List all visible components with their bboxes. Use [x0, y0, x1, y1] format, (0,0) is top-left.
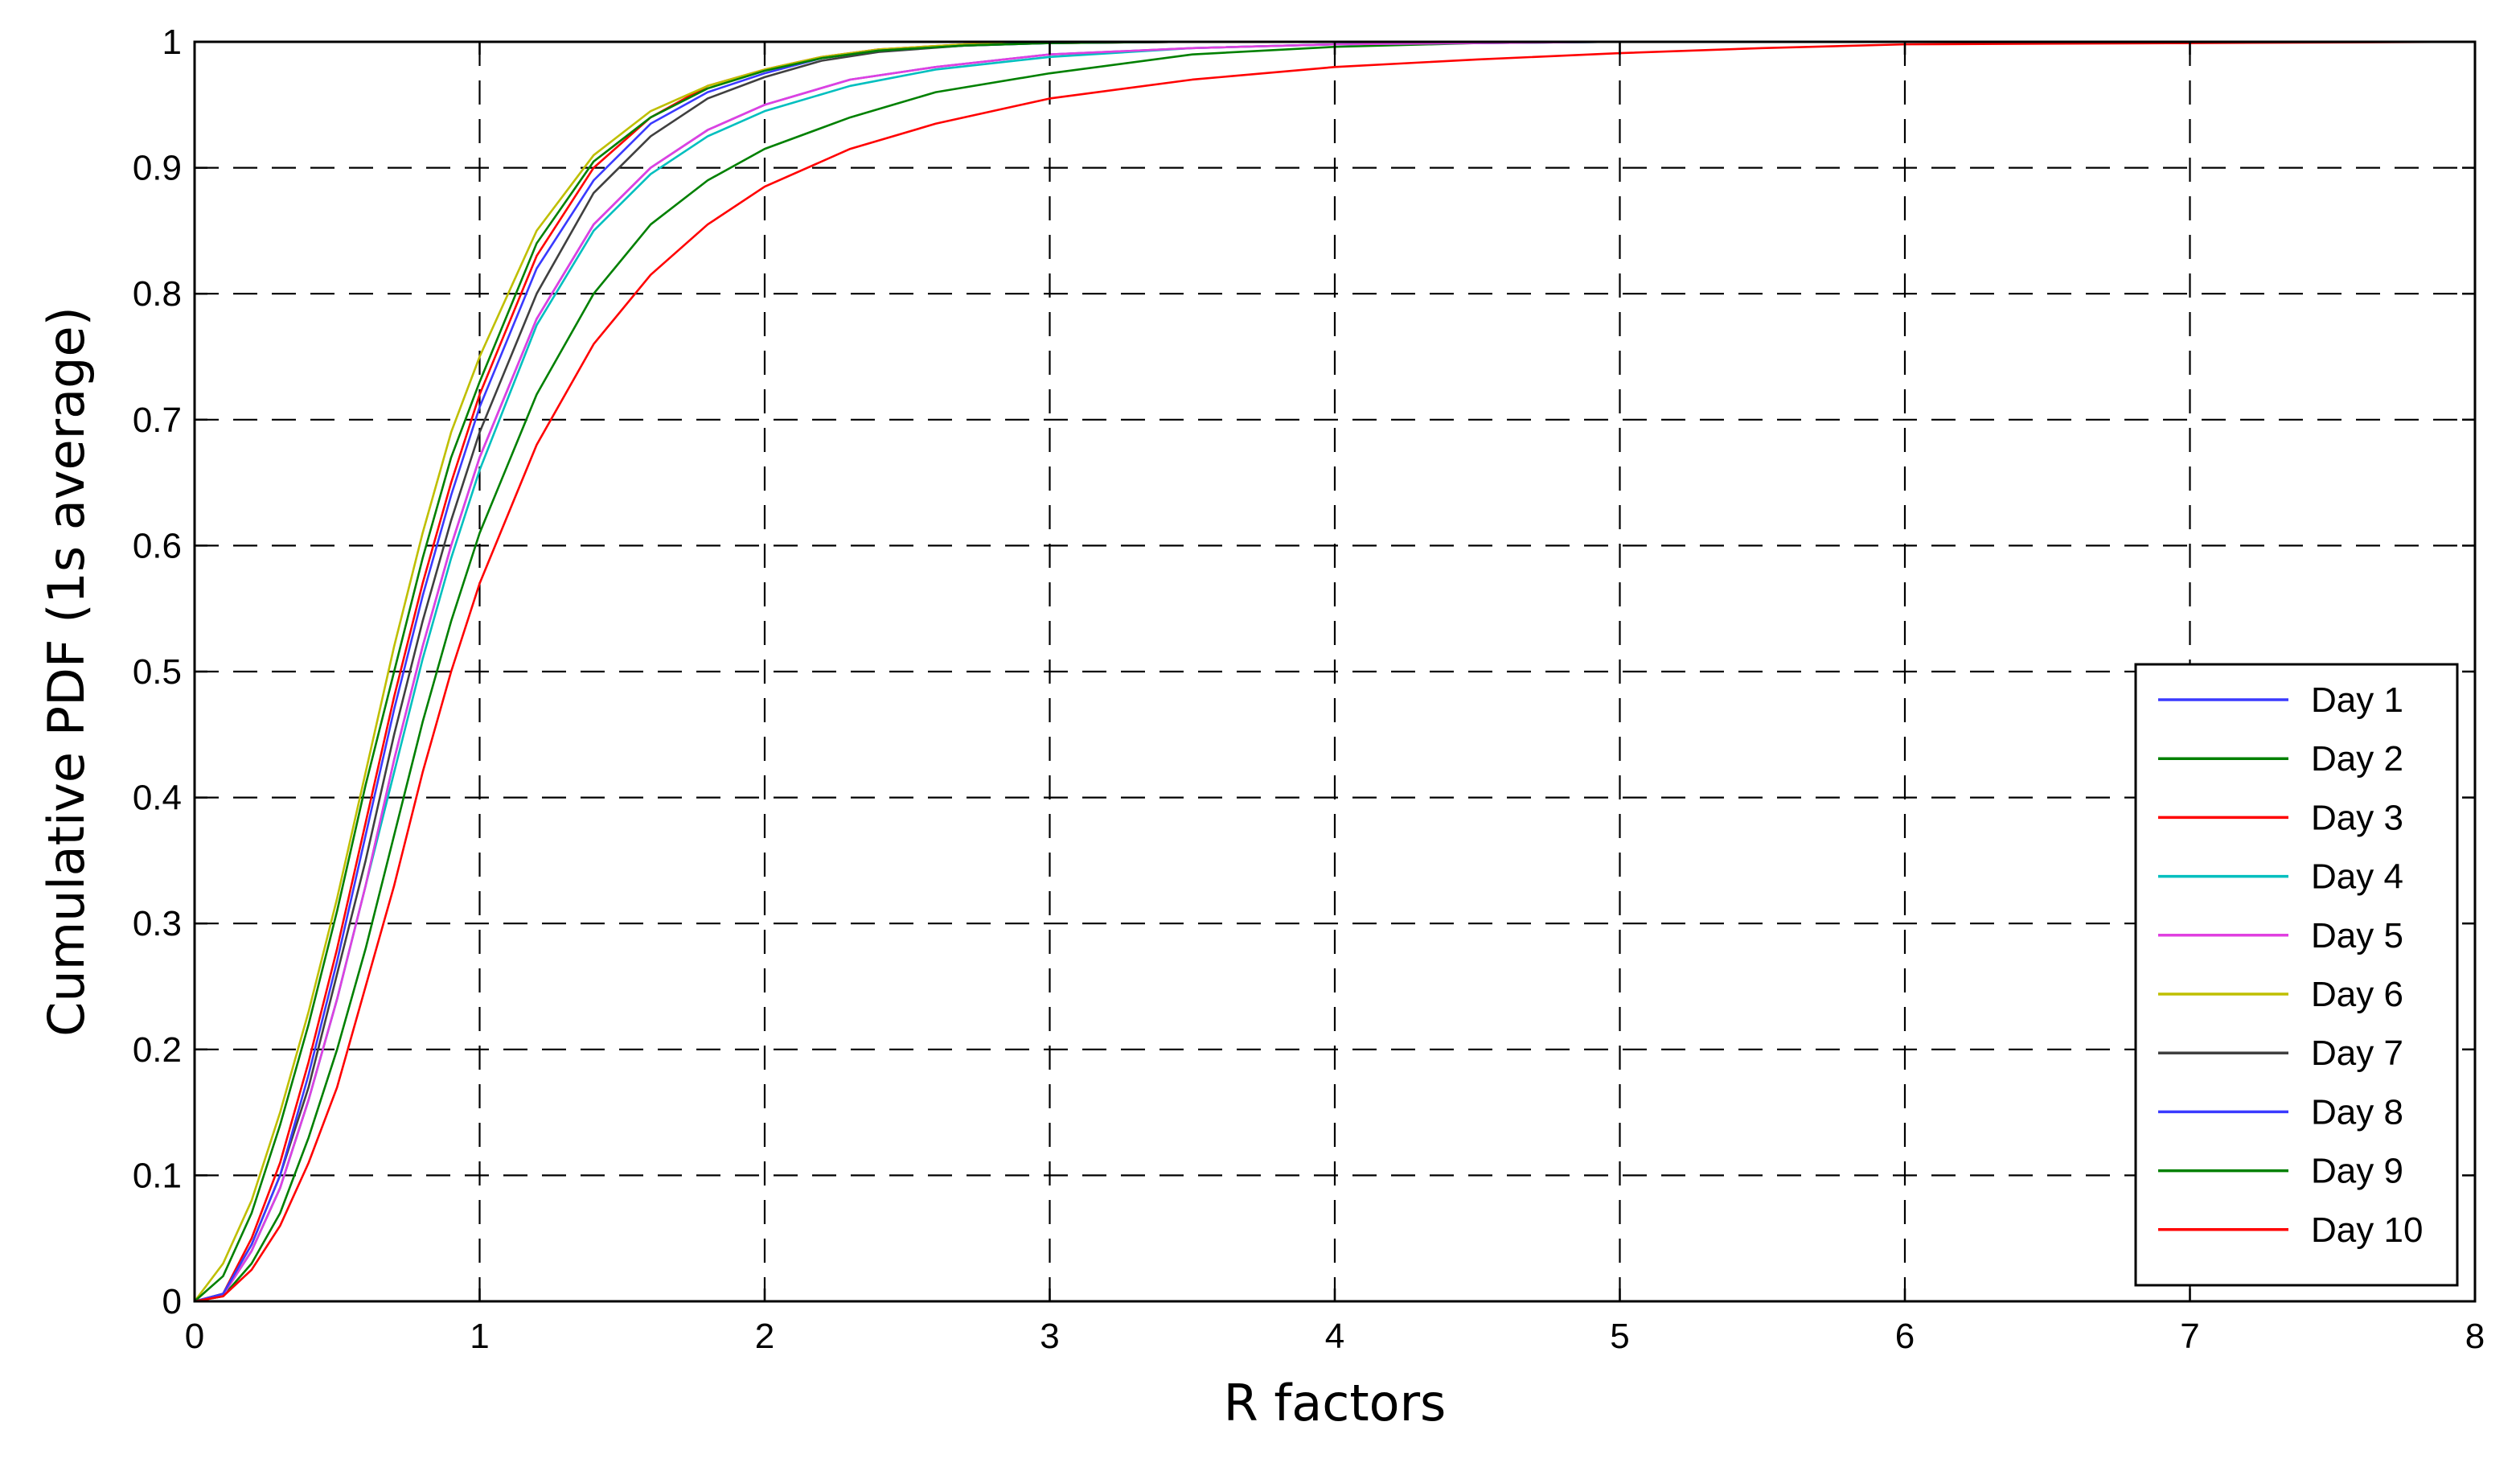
- tick-marks: [193, 40, 2477, 1303]
- grid: [195, 42, 2475, 1301]
- y-tick-label: 0: [162, 1282, 182, 1321]
- series-line-day-10: [194, 40, 2476, 1303]
- x-tick-label: 6: [1895, 1317, 1915, 1356]
- legend-box: [2134, 663, 2459, 1287]
- x-tick-label: 3: [1040, 1317, 1059, 1356]
- legend: Day 1 Day 2 Day 3 Day 4 Day 5 Day 6 Day 7 Day 8…: [2134, 663, 2459, 1287]
- legend-label: Day 9: [2311, 1152, 2403, 1191]
- y-tick-label: 0.3: [133, 904, 182, 943]
- y-tick-label: 0.8: [133, 274, 182, 314]
- legend-label: Day 4: [2311, 857, 2403, 897]
- legend-label: Day 5: [2311, 916, 2403, 955]
- x-tick-label: 1: [470, 1317, 489, 1356]
- legend-entries: Day 1 Day 2 Day 3 Day 4 Day 5 Day 6 Day 7 Day 8…: [2158, 680, 2423, 1250]
- y-tick-labels: 0 0.1 0.2 0.3 0.4 0.5 0.6 0.7 0.8 0.9 1: [133, 23, 182, 1321]
- legend-label: Day 2: [2311, 739, 2403, 779]
- series-line-day-5: [194, 40, 2475, 1303]
- legend-label: Day 6: [2311, 975, 2403, 1014]
- y-tick-label: 0.5: [133, 652, 182, 692]
- x-tick-labels: 0 1 2 3 4 5 6 7 8: [185, 1317, 2485, 1356]
- x-tick-label: 0: [185, 1317, 204, 1356]
- x-tick-label: 2: [755, 1317, 774, 1356]
- x-axis-title: R factors: [1224, 1374, 1447, 1432]
- legend-label: Day 3: [2311, 798, 2403, 837]
- y-tick-label: 0.2: [133, 1030, 182, 1070]
- x-tick-label: 7: [2180, 1317, 2199, 1356]
- x-tick-label: 8: [2465, 1317, 2485, 1356]
- y-tick-label: 1: [162, 23, 182, 62]
- y-tick-label: 0.4: [133, 779, 182, 818]
- legend-label: Day 10: [2311, 1210, 2423, 1250]
- y-tick-label: 0.7: [133, 401, 182, 440]
- legend-label: Day 7: [2311, 1033, 2403, 1073]
- x-tick-label: 5: [1610, 1317, 1629, 1356]
- y-tick-label: 0.1: [133, 1156, 182, 1195]
- y-axis-title: Cumulative PDF (1s average): [37, 306, 96, 1037]
- legend-label: Day 8: [2311, 1092, 2403, 1132]
- y-tick-label: 0.6: [133, 526, 182, 565]
- legend-label: Day 1: [2311, 680, 2403, 720]
- y-tick-label: 0.9: [133, 149, 182, 188]
- x-tick-label: 4: [1325, 1317, 1344, 1356]
